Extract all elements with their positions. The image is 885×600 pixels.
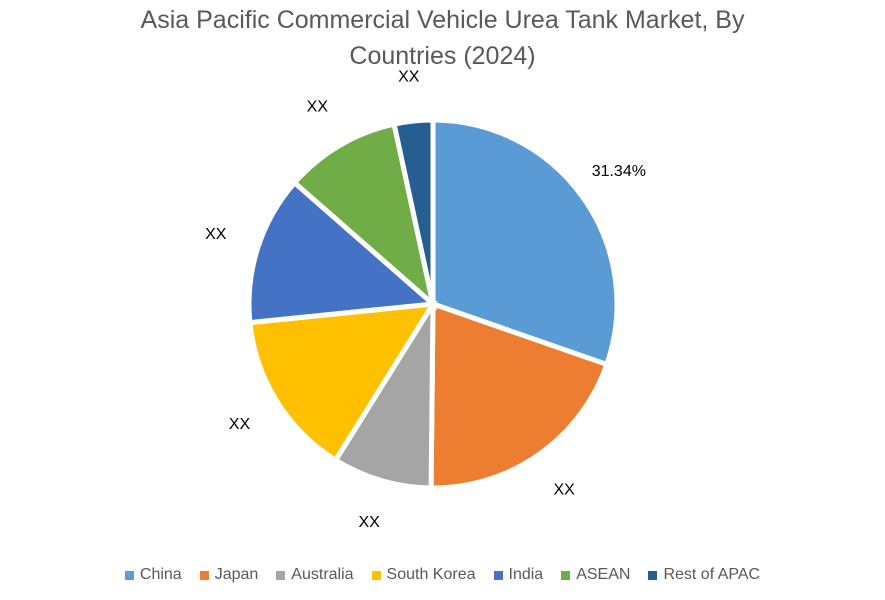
chart-title: Asia Pacific Commercial Vehicle Urea Tan… bbox=[140, 6, 745, 70]
legend-item-china: China bbox=[124, 566, 182, 584]
legend-label: ASEAN bbox=[576, 566, 631, 583]
pie-slice-india bbox=[246, 179, 439, 326]
legend-item-asean: ASEAN bbox=[561, 566, 630, 584]
legend-swatch bbox=[276, 570, 286, 580]
pie-slice-china bbox=[430, 117, 620, 368]
legend-item-australia: Australia bbox=[276, 566, 354, 584]
legend-item-rest-of-apac: Rest of APAC bbox=[648, 566, 760, 584]
legend-swatch bbox=[493, 570, 503, 580]
data-label-china: 31.34% bbox=[592, 163, 646, 180]
data-label-australia: XX bbox=[358, 514, 380, 531]
legend-label: Japan bbox=[214, 566, 259, 583]
legend-swatch bbox=[124, 570, 134, 580]
chart-legend: China Japan Australia South Korea India ASEAN… bbox=[0, 566, 885, 584]
pie-slice-rest-of-apac bbox=[391, 117, 436, 305]
legend-label: South Korea bbox=[386, 566, 476, 583]
legend-label: China bbox=[139, 566, 182, 583]
legend-swatch bbox=[371, 570, 381, 580]
legend-swatch bbox=[199, 570, 209, 580]
data-label-asean: XX bbox=[307, 99, 329, 116]
data-label-japan: XX bbox=[553, 482, 575, 499]
pie-chart: 31.34% XX XX XX XX XX XX bbox=[205, 69, 646, 532]
legend-item-india: India bbox=[493, 566, 544, 584]
pie-slice-south-korea bbox=[247, 300, 438, 464]
pie-slice-japan bbox=[428, 300, 610, 491]
legend-label: Rest of APAC bbox=[663, 566, 761, 583]
legend-swatch bbox=[648, 570, 658, 580]
data-label-south-korea: XX bbox=[229, 416, 251, 433]
pie-slice-asean bbox=[291, 121, 438, 311]
pie-data-labels: 31.34% XX XX XX XX XX XX bbox=[205, 69, 646, 532]
data-label-india: XX bbox=[205, 226, 227, 243]
legend-item-japan: Japan bbox=[199, 566, 259, 584]
legend-swatch bbox=[561, 570, 571, 580]
pie-slices bbox=[246, 117, 620, 491]
data-label-rest-of-apac: XX bbox=[398, 69, 420, 86]
legend-label: India bbox=[508, 566, 544, 583]
legend-label: Australia bbox=[291, 566, 354, 583]
legend-item-south-korea: South Korea bbox=[371, 566, 476, 584]
